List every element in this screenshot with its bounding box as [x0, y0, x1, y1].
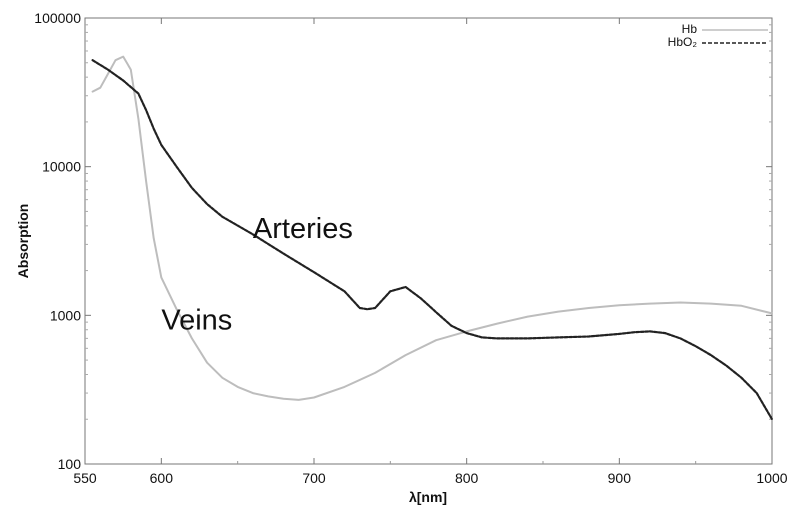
y-axis-title: Absorption [15, 204, 31, 279]
annotation-layer: Arteries Veins [161, 213, 353, 336]
x-tick-label: 550 [73, 470, 97, 486]
series-line-hb [91, 55, 773, 401]
legend-label-hb: Hb [682, 22, 698, 36]
series-layer [91, 55, 774, 421]
y-tick-label: 10000 [42, 159, 81, 175]
x-tick-label: 900 [608, 470, 632, 486]
legend: Hb HbO₂ [668, 22, 768, 49]
plot-frame [84, 17, 773, 465]
x-tick-label: 600 [150, 470, 174, 486]
x-tick-label: 700 [302, 470, 326, 486]
annotation-arteries: Arteries [253, 213, 353, 245]
series-line-hbo2 [91, 59, 774, 421]
annotation-veins: Veins [161, 305, 232, 337]
y-tick-label: 100000 [34, 10, 81, 26]
x-tick-label: 800 [455, 470, 479, 486]
y-tick-label: 100 [58, 456, 82, 472]
axis-ticks: 550 600 700 800 900 1000 100 1000 10000 100000 [34, 10, 787, 486]
y-tick-label: 1000 [50, 307, 81, 323]
legend-label-hbo2: HbO₂ [668, 35, 698, 49]
x-tick-label: 1000 [756, 470, 787, 486]
x-axis-title: λ[nm] [409, 489, 447, 505]
